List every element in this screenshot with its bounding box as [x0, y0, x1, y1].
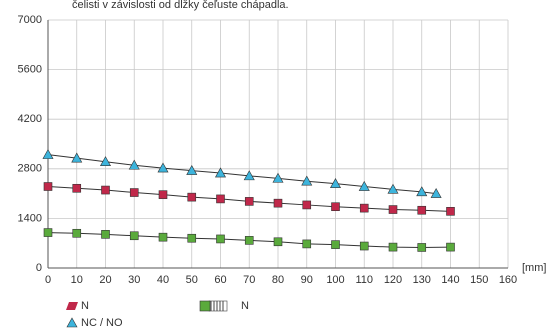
- marker: [329, 178, 342, 188]
- marker: [388, 242, 398, 252]
- marker: [72, 228, 82, 238]
- marker: [446, 207, 455, 216]
- marker: [417, 243, 427, 252]
- y-tick-label: 1400: [18, 212, 42, 224]
- y-tick-label: 5600: [18, 64, 42, 76]
- y-tick-label: 2800: [18, 163, 42, 175]
- marker: [128, 159, 140, 170]
- x-tick-label: 100: [326, 274, 344, 286]
- legend-hatch-icon: [208, 300, 228, 312]
- marker: [331, 240, 340, 249]
- marker: [101, 185, 110, 195]
- legend-marker: [199, 300, 211, 312]
- marker: [387, 183, 399, 194]
- x-tick-label: 20: [99, 274, 111, 286]
- marker: [388, 205, 398, 214]
- marker: [71, 152, 83, 163]
- marker: [129, 231, 139, 241]
- x-tick-label: 140: [441, 274, 459, 286]
- marker: [186, 164, 198, 175]
- y-tick-label: 7000: [18, 14, 42, 26]
- marker: [301, 175, 313, 186]
- marker: [187, 192, 197, 202]
- marker: [216, 194, 225, 204]
- y-tick-label: 0: [36, 262, 42, 274]
- x-tick-label: 0: [45, 274, 51, 286]
- x-tick-label: 120: [384, 274, 402, 286]
- marker: [302, 200, 312, 210]
- marker: [244, 236, 254, 245]
- x-tick-label: 160: [499, 274, 517, 286]
- marker: [43, 182, 53, 191]
- marker: [446, 242, 455, 252]
- marker: [416, 186, 428, 197]
- x-tick-label: 10: [71, 274, 83, 286]
- x-unit: [mm]: [522, 262, 546, 274]
- marker: [42, 149, 54, 159]
- chart-title: čelisti v závislosti od dĺžky čeľuste ch…: [72, 0, 289, 11]
- x-tick-label: 80: [272, 274, 284, 286]
- marker: [214, 167, 227, 178]
- legend-label: N: [81, 300, 89, 312]
- marker: [273, 198, 283, 208]
- x-tick-label: 50: [186, 274, 198, 286]
- marker: [99, 156, 112, 167]
- x-tick-label: 30: [128, 274, 140, 286]
- marker: [187, 233, 197, 243]
- x-tick-label: 40: [157, 274, 169, 286]
- y-tick-label: 4200: [18, 113, 42, 125]
- x-tick-label: 70: [243, 274, 255, 286]
- marker: [216, 234, 225, 244]
- marker: [243, 170, 255, 181]
- marker: [331, 202, 340, 212]
- marker: [129, 188, 139, 197]
- marker: [358, 180, 370, 191]
- marker: [273, 237, 283, 247]
- marker: [417, 205, 427, 215]
- marker: [157, 162, 169, 173]
- x-tick-label: 110: [355, 274, 373, 286]
- marker: [272, 172, 284, 183]
- marker: [430, 187, 442, 198]
- marker: [101, 230, 110, 239]
- marker: [302, 239, 312, 249]
- x-tick-label: 60: [214, 274, 226, 286]
- legend-marker: [66, 302, 78, 310]
- marker: [244, 197, 254, 206]
- marker: [359, 241, 369, 251]
- x-tick-label: 150: [470, 274, 488, 286]
- marker: [43, 228, 53, 237]
- marker: [158, 190, 168, 199]
- x-tick-label: 90: [301, 274, 313, 286]
- legend-marker: [66, 317, 78, 328]
- marker: [359, 203, 369, 213]
- legend-label: NC / NO: [81, 317, 123, 329]
- marker: [72, 183, 82, 193]
- x-tick-label: 130: [413, 274, 431, 286]
- legend-label: N: [241, 300, 249, 312]
- marker: [158, 232, 168, 242]
